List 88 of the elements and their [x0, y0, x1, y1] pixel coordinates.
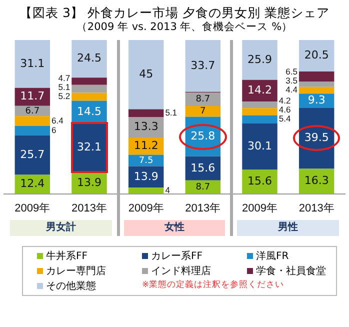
bar — [242, 115, 278, 124]
data-label: 20.5 — [304, 48, 329, 62]
text: ※業態の定義は注釈を参照ください — [142, 279, 284, 291]
bar — [185, 106, 221, 117]
data-label: 5.1 — [165, 107, 178, 118]
data-label: 30.1 — [248, 140, 272, 153]
data-label: 3.5 — [286, 76, 298, 86]
bar — [128, 154, 164, 166]
data-label: 4.6 — [278, 104, 291, 115]
bar — [14, 126, 50, 136]
data-label: 14.2 — [248, 84, 272, 97]
data-label: 7 — [200, 106, 206, 117]
data-label: 6.5 — [286, 66, 298, 77]
legend-label: インド料理店 — [151, 264, 211, 278]
data-label: 13.3 — [134, 120, 158, 134]
bar — [298, 82, 334, 87]
data-label: 8.7 — [196, 182, 210, 192]
data-label: 4.4 — [286, 84, 298, 95]
data-label: 14.5 — [77, 104, 102, 118]
data-label: 25.7 — [20, 148, 45, 161]
data-label: 25.8 — [190, 129, 216, 142]
legend-label: 学食・社員食堂 — [256, 264, 326, 278]
text: 女性 — [124, 220, 226, 236]
data-label: 4.2 — [278, 96, 291, 106]
data-label: 6.7 — [25, 106, 40, 116]
data-label: 15.6 — [248, 174, 272, 188]
data-label: 16.3 — [304, 174, 329, 188]
data-label: 8.7 — [196, 94, 210, 105]
bar — [14, 135, 50, 175]
bar — [128, 109, 164, 118]
data-label: 6.4 — [52, 115, 64, 126]
bar — [72, 78, 107, 85]
legend-label: その他業態 — [46, 280, 96, 293]
bar — [72, 84, 107, 93]
data-label: 5.4 — [278, 114, 291, 124]
bar — [242, 80, 278, 102]
text: 男性 — [237, 220, 339, 236]
text: 男女計 — [10, 220, 112, 236]
bar — [128, 40, 164, 110]
data-label: 9.3 — [308, 94, 326, 107]
bar — [14, 40, 50, 88]
x-tick-label: 2013年 — [72, 202, 107, 214]
data-label: 24.5 — [77, 52, 102, 65]
data-label: 5.2 — [58, 91, 70, 102]
data-label: 13.9 — [77, 176, 102, 189]
data-label: 11.2 — [134, 138, 158, 152]
x-tick-label: 2009年 — [14, 202, 50, 214]
data-label: 15.6 — [190, 161, 216, 174]
bar — [14, 88, 50, 106]
bar — [242, 108, 278, 116]
data-label: 4.7 — [58, 73, 70, 84]
legend-label: 牛丼系FF — [46, 250, 88, 263]
bar — [242, 40, 278, 80]
bar — [298, 168, 334, 194]
data-label: 12.4 — [20, 177, 45, 190]
chart-title: 【図表 3】 外食カレー市場 夕食の男女別 業態シェア — [18, 5, 330, 22]
x-tick-label: 2009年 — [242, 202, 278, 214]
data-label: 13.9 — [134, 170, 158, 183]
bar — [298, 86, 334, 94]
bar — [298, 40, 334, 72]
bar — [72, 40, 107, 78]
bar — [72, 92, 107, 101]
data-label: 11.7 — [20, 90, 45, 103]
data-label: 39.5 — [304, 131, 329, 144]
x-tick-label: 2013年 — [298, 202, 334, 214]
data-label: 6 — [52, 124, 57, 135]
legend-label: カレー系FF — [151, 250, 203, 263]
data-label: 33.7 — [190, 58, 216, 72]
data-label: 7.5 — [138, 156, 154, 166]
bar — [298, 72, 334, 82]
legend-label: 洋風FR — [256, 250, 289, 263]
bar — [185, 156, 221, 180]
data-label: 31.1 — [20, 56, 45, 70]
chart-subtitle: （2009 年 vs. 2013 年、食機会ベース %） — [75, 20, 294, 34]
data-label: 5.1 — [58, 82, 70, 92]
bar — [242, 102, 278, 108]
bar — [185, 40, 221, 92]
bar — [185, 92, 221, 106]
bar — [14, 116, 50, 126]
bar — [128, 188, 164, 194]
bar — [242, 124, 278, 170]
data-label: 32.1 — [77, 140, 102, 154]
data-label: 25.9 — [248, 52, 272, 66]
legend-label: カレー専門店 — [46, 264, 106, 278]
data-label: 4 — [165, 185, 170, 196]
x-tick-label: 2013年 — [185, 202, 221, 214]
x-tick-label: 2009年 — [128, 202, 164, 214]
data-label: 45 — [139, 67, 154, 80]
